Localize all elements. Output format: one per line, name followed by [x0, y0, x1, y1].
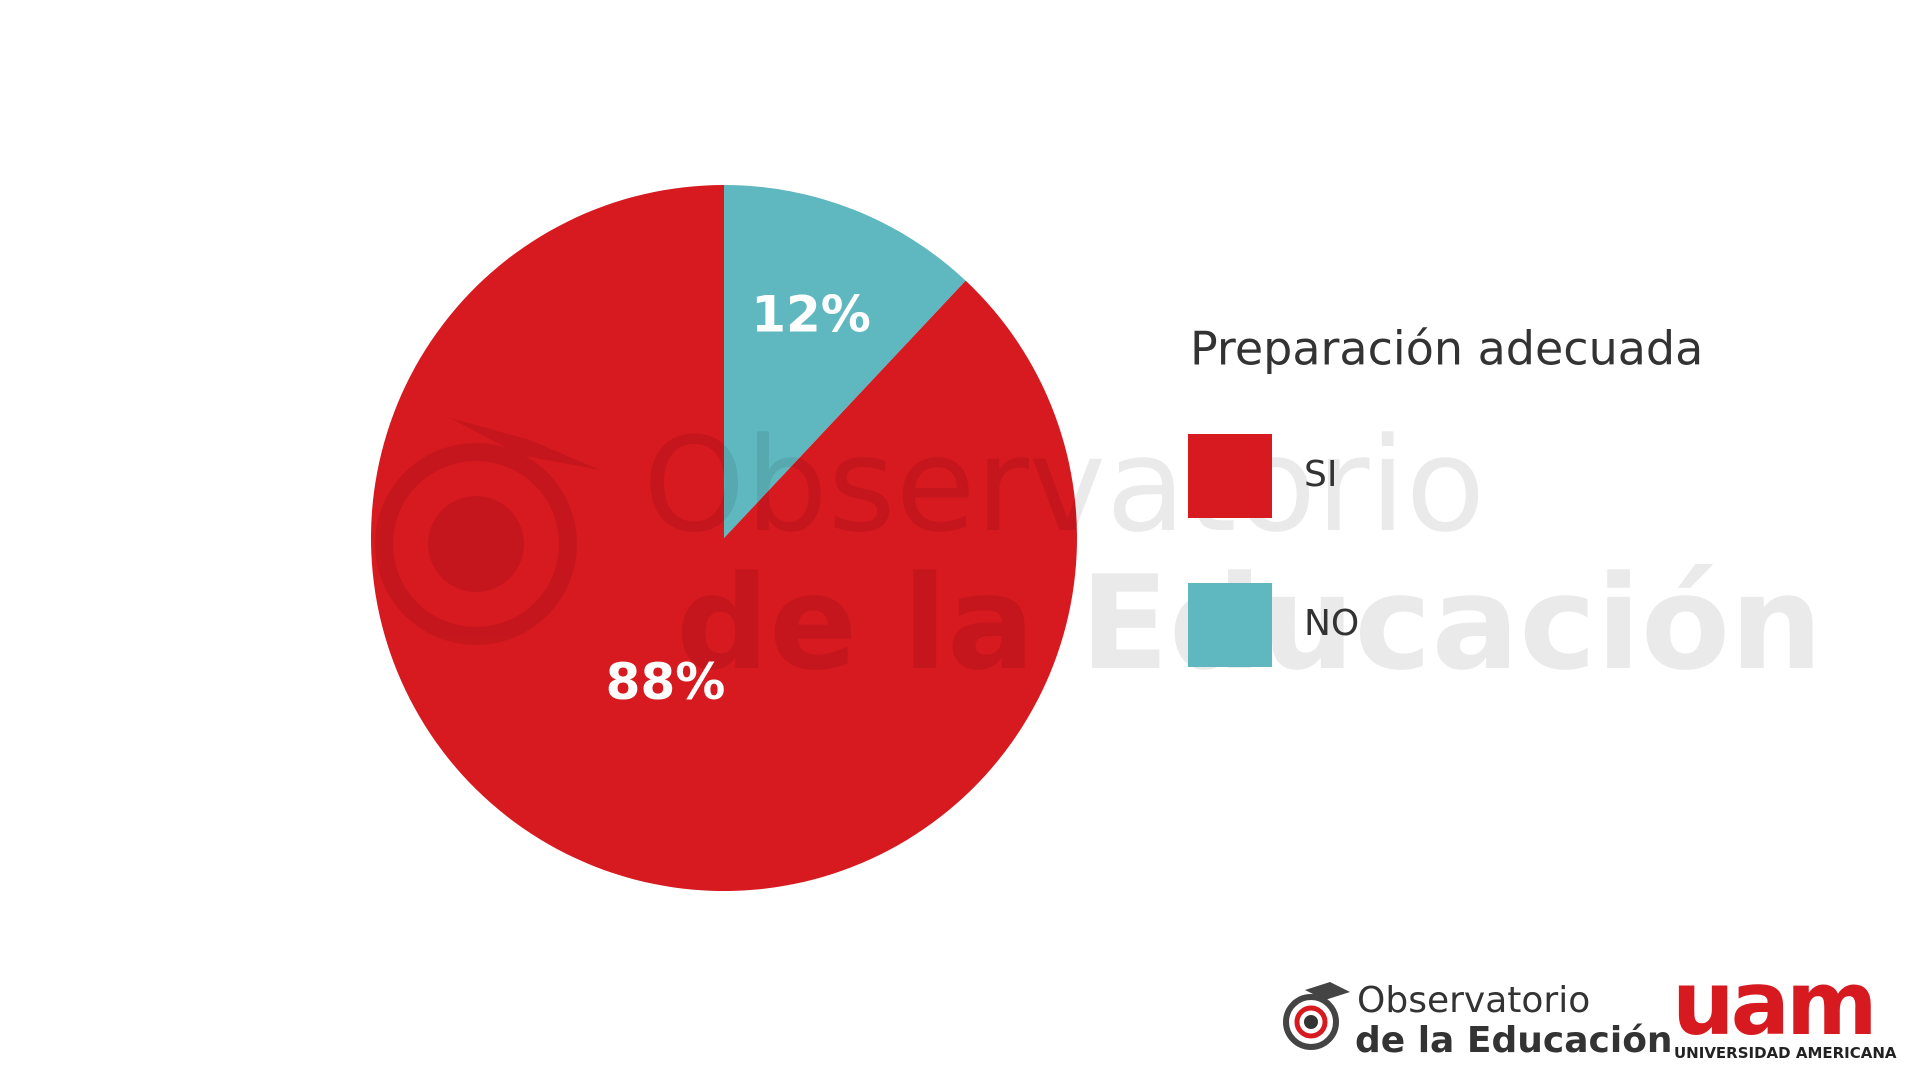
logo-text: Observatorio	[1357, 980, 1590, 1021]
watermark-icon	[450, 418, 600, 470]
watermark-icon	[375, 443, 577, 645]
slice-label: 88%	[606, 653, 726, 711]
legend: SI NO	[1188, 434, 1359, 667]
legend-swatch	[1188, 434, 1272, 518]
logo-icon	[1294, 1005, 1328, 1039]
legend-title: Preparación adecuada	[1190, 322, 1703, 376]
logo-text: de la Educación	[1355, 1020, 1673, 1061]
legend-label: NO	[1304, 603, 1359, 644]
slice-labels: 88% 12%	[606, 286, 871, 712]
footer-logo-uam: uam UNIVERSIDAD AMERICANA	[1672, 952, 1897, 1062]
legend-swatch	[1188, 583, 1272, 667]
logo-text: uam	[1672, 952, 1874, 1055]
watermark: Observatorio de la Educación	[375, 409, 1823, 699]
pie-slice	[724, 185, 966, 538]
logo-icon	[1305, 982, 1350, 1000]
logo-text: UNIVERSIDAD AMERICANA	[1674, 1044, 1897, 1062]
watermark-icon	[428, 496, 524, 592]
slice-label: 12%	[751, 286, 871, 344]
logo-icon	[1283, 994, 1339, 1050]
footer-logo-observatorio: Observatorio de la Educación	[1283, 980, 1673, 1061]
pie-slice	[371, 185, 1078, 891]
watermark-text: Observatorio	[643, 409, 1485, 561]
pie	[371, 185, 1078, 891]
legend-label: SI	[1304, 454, 1337, 495]
logo-icon	[1304, 1015, 1318, 1029]
